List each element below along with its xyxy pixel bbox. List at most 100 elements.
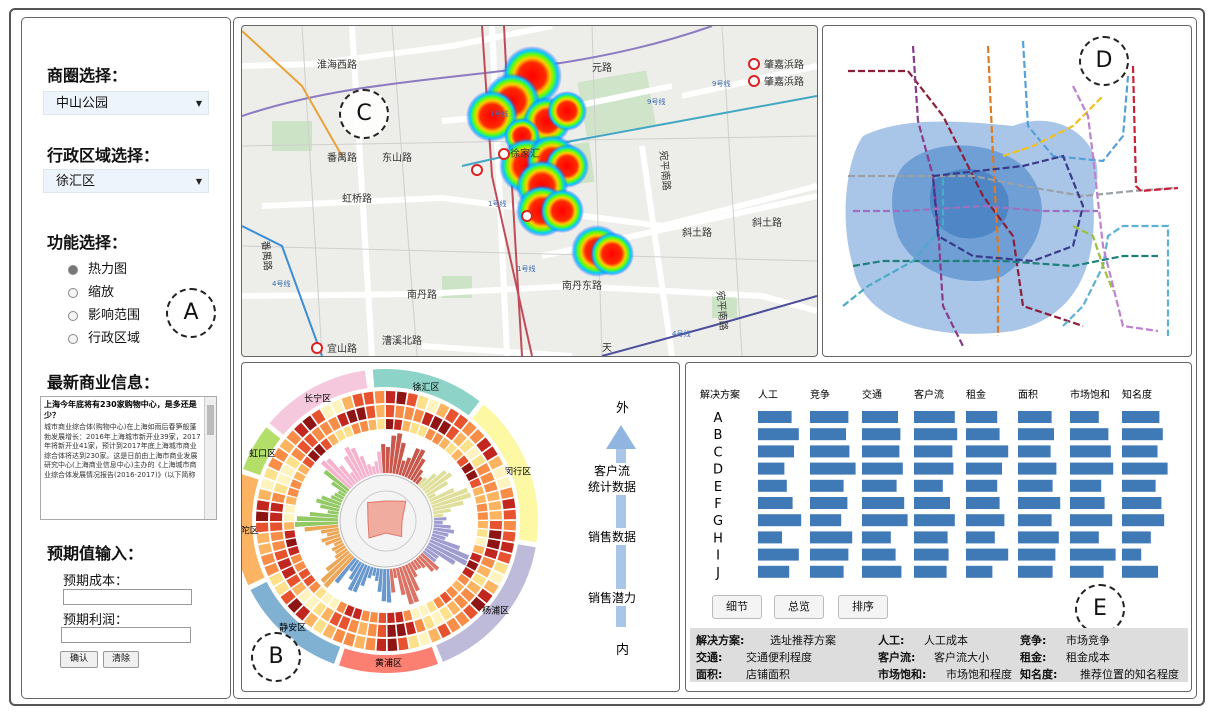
score-bar[interactable]	[1122, 411, 1160, 423]
news-scrollbar[interactable]	[204, 397, 216, 519]
score-bar[interactable]	[758, 565, 790, 578]
score-bar[interactable]	[1018, 479, 1053, 492]
score-bar[interactable]	[914, 428, 958, 441]
score-bar[interactable]	[1122, 514, 1165, 527]
radio-admin-area[interactable]: 行政区域	[68, 327, 140, 346]
score-bar[interactable]	[810, 479, 844, 492]
radio-heatmap[interactable]: 热力图	[68, 258, 127, 277]
score-bar[interactable]	[914, 514, 955, 527]
scroll-thumb[interactable]	[207, 405, 214, 435]
district-sector[interactable]	[269, 370, 368, 435]
profit-input[interactable]	[61, 627, 191, 643]
score-bar[interactable]	[758, 531, 782, 544]
score-bar[interactable]	[1070, 531, 1099, 544]
sort-button[interactable]: 排序	[838, 595, 888, 619]
score-bar[interactable]	[966, 445, 1009, 458]
score-bar[interactable]	[862, 462, 903, 475]
district-sector[interactable]	[250, 581, 341, 664]
district-sector[interactable]	[472, 404, 538, 543]
score-bar[interactable]	[862, 445, 900, 458]
news-box[interactable]: 上海今年底将有230家购物中心，是多还是少？ 城市商业综合体(购物中心)在上海如…	[40, 396, 217, 520]
score-bar[interactable]	[810, 531, 853, 544]
cost-input[interactable]	[63, 589, 192, 605]
score-bar[interactable]	[1018, 428, 1054, 441]
score-bar[interactable]	[810, 514, 842, 527]
score-bar[interactable]	[966, 479, 998, 492]
score-bar[interactable]	[1018, 565, 1053, 578]
district-sector[interactable]	[339, 646, 438, 673]
score-bar[interactable]	[914, 462, 954, 475]
score-bar[interactable]	[914, 565, 947, 578]
score-bar[interactable]	[1070, 565, 1104, 578]
score-bar[interactable]	[758, 497, 793, 509]
score-bar[interactable]	[1070, 445, 1111, 458]
score-bar[interactable]	[1018, 411, 1052, 423]
score-bar[interactable]	[1122, 445, 1158, 458]
score-bar[interactable]	[810, 462, 856, 475]
score-bar[interactable]	[1070, 548, 1116, 561]
score-bar[interactable]	[966, 514, 1005, 527]
score-bar[interactable]	[1070, 514, 1113, 527]
score-bar[interactable]	[758, 411, 792, 423]
score-bar[interactable]	[758, 548, 799, 561]
score-bar[interactable]	[1122, 479, 1156, 492]
score-bar[interactable]	[1070, 462, 1114, 475]
score-bar[interactable]	[914, 497, 950, 509]
score-bar[interactable]	[810, 445, 850, 458]
score-bar[interactable]	[914, 479, 943, 492]
score-bar[interactable]	[1122, 428, 1163, 441]
score-bar[interactable]	[810, 428, 846, 441]
score-bar[interactable]	[966, 565, 993, 578]
score-bar[interactable]	[914, 548, 949, 561]
score-bar[interactable]	[758, 445, 794, 458]
score-bar[interactable]	[810, 548, 849, 561]
score-bar[interactable]	[1018, 445, 1051, 458]
score-bar[interactable]	[966, 497, 1000, 509]
district-sector[interactable]	[372, 369, 480, 416]
score-bar[interactable]	[966, 462, 1002, 475]
district-sector[interactable]	[243, 427, 281, 476]
score-bar[interactable]	[1018, 548, 1056, 561]
score-bar[interactable]	[966, 548, 1009, 561]
district-sector[interactable]	[242, 474, 265, 586]
overview-button[interactable]: 总览	[774, 595, 824, 619]
score-bar[interactable]	[862, 497, 905, 509]
score-bar[interactable]	[914, 411, 955, 423]
score-bar[interactable]	[862, 411, 898, 423]
district-select[interactable]: 中山公园 ▼	[43, 91, 209, 115]
radio-influence[interactable]: 影响范围	[68, 304, 140, 323]
score-bar[interactable]	[758, 462, 785, 475]
heatmap-map-panel[interactable]: 淮海西路 元路 肇嘉浜路 肇嘉浜路 番禺路 东山路 徐家汇 虹桥路 宛平南路 斜…	[241, 25, 818, 357]
detail-button[interactable]: 细节	[712, 595, 762, 619]
score-bar[interactable]	[862, 531, 891, 544]
score-bar[interactable]	[758, 428, 799, 441]
radio-zoom[interactable]: 缩放	[68, 281, 114, 300]
score-bar[interactable]	[810, 411, 849, 423]
score-bar[interactable]	[1070, 428, 1109, 441]
score-bar[interactable]	[1122, 462, 1168, 475]
score-bar[interactable]	[810, 565, 844, 578]
score-bar[interactable]	[1122, 548, 1142, 561]
score-bar[interactable]	[1018, 514, 1052, 527]
score-bar[interactable]	[966, 428, 1000, 441]
score-bar[interactable]	[758, 479, 787, 492]
score-bar[interactable]	[862, 514, 908, 527]
score-bar[interactable]	[810, 497, 848, 509]
score-bar[interactable]	[862, 565, 902, 578]
score-bar[interactable]	[966, 411, 998, 423]
score-bar[interactable]	[1122, 497, 1162, 509]
score-bar[interactable]	[1018, 531, 1059, 544]
score-bar[interactable]	[966, 531, 995, 544]
score-bar[interactable]	[1122, 531, 1151, 544]
score-bar[interactable]	[1018, 497, 1061, 509]
score-bar[interactable]	[758, 514, 802, 527]
score-bar[interactable]	[914, 531, 948, 544]
score-bar[interactable]	[1070, 411, 1099, 423]
district-sector[interactable]	[436, 544, 536, 662]
influence-map-panel[interactable]	[822, 25, 1192, 357]
score-bar[interactable]	[862, 479, 897, 492]
score-bar[interactable]	[914, 445, 953, 458]
confirm-button[interactable]: 确认	[60, 651, 98, 668]
score-bar[interactable]	[862, 548, 896, 561]
